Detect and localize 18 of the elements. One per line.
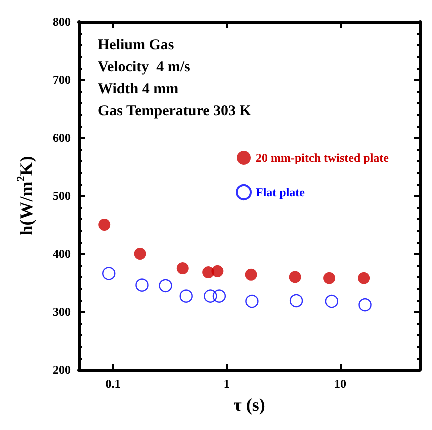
x-tick-label: 0.1 — [106, 377, 121, 391]
x-tick-label: 10 — [334, 377, 347, 391]
y-tick-label: 300 — [53, 305, 71, 319]
annotation: Gas Temperature 303 K — [98, 104, 252, 120]
y-tick-label: 700 — [53, 73, 71, 87]
y-tick-label: 400 — [53, 247, 71, 261]
y-tick-label: 500 — [53, 189, 71, 203]
y-tick-label: 200 — [53, 363, 71, 377]
legend-label: Flat plate — [256, 186, 306, 200]
annotation: Helium Gas — [98, 38, 174, 54]
x-tick-label: 1 — [224, 377, 230, 391]
x-axis-title: τ (s) — [234, 395, 266, 415]
legend-label: 20 mm-pitch twisted plate — [256, 151, 390, 165]
annotation: Velocity 4 m/s — [98, 60, 191, 76]
y-tick-label: 800 — [53, 15, 71, 29]
y-axis-title: h(W/m2K) — [16, 156, 36, 236]
y-tick-label: 600 — [53, 131, 71, 145]
annotation: Width 4 mm — [98, 82, 180, 98]
